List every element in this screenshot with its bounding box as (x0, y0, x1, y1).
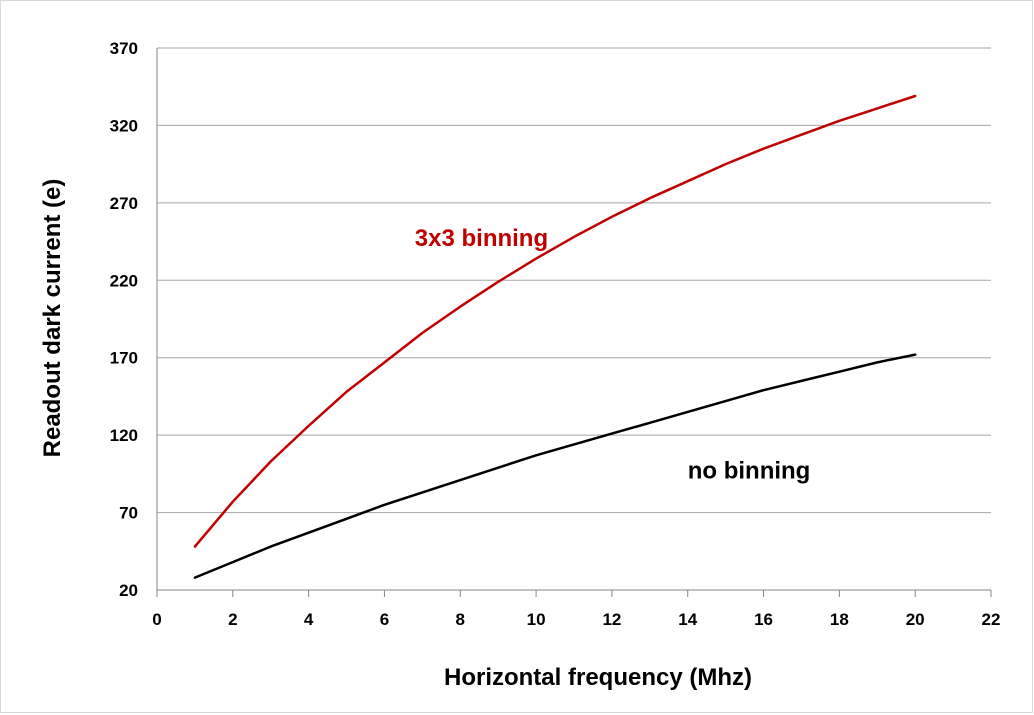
y-tick-label: 20 (119, 581, 138, 600)
x-tick-label: 4 (304, 610, 314, 629)
y-tick-label: 120 (110, 426, 138, 445)
axes (156, 48, 992, 597)
y-tick-label: 220 (110, 271, 138, 290)
y-axis-title: Readout dark current (e) (39, 179, 66, 458)
y-tick-label: 70 (119, 504, 138, 523)
gridlines (157, 47, 991, 514)
series-annotation: no binning (688, 458, 811, 485)
y-tick-label: 170 (110, 349, 138, 368)
x-tick-label: 18 (830, 610, 849, 629)
x-tick-label: 16 (754, 610, 773, 629)
x-tick-labels: 0 2 4 6 8 10 12 14 16 18 20 22 (152, 610, 1000, 629)
y-tick-label: 320 (110, 116, 138, 135)
x-tick-label: 8 (456, 610, 465, 629)
x-tick-label: 2 (228, 610, 237, 629)
series-annotation: 3x3 binning (415, 225, 548, 252)
series-line-binning-3x3 (193, 94, 917, 548)
x-tick-label: 14 (678, 610, 697, 629)
y-tick-label: 370 (110, 39, 138, 58)
series-line-no-binning (193, 353, 917, 579)
x-tick-label: 22 (982, 610, 1001, 629)
x-tick-label: 12 (602, 610, 621, 629)
y-tick-label: 270 (110, 194, 138, 213)
x-tick-label: 6 (380, 610, 389, 629)
x-tick-label: 20 (906, 610, 925, 629)
x-tick-label: 10 (527, 610, 546, 629)
x-axis-title: Horizontal frequency (Mhz) (444, 664, 752, 691)
y-tick-labels: 20 70 120 170 220 270 320 370 (110, 39, 138, 600)
series-lines (193, 94, 917, 579)
series-annotations: 3x3 binning no binning (415, 225, 811, 484)
x-tick-label: 0 (152, 610, 161, 629)
